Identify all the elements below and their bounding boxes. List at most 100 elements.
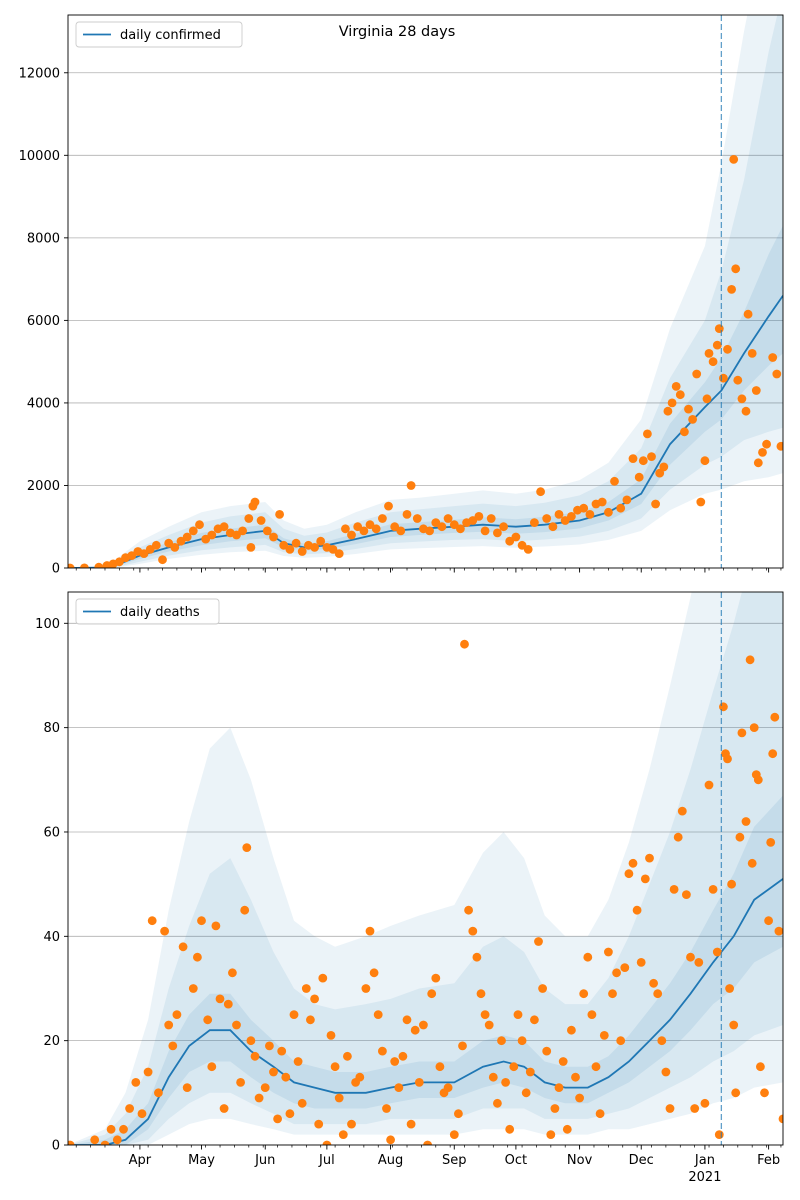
data-point [747, 858, 757, 868]
data-point [684, 404, 693, 414]
data-point [158, 555, 167, 565]
data-point [677, 806, 687, 816]
data-point [232, 1020, 241, 1030]
data-point [207, 1062, 217, 1072]
data-point [768, 353, 778, 362]
data-point [663, 406, 673, 416]
data-point [269, 1067, 278, 1077]
data-point [250, 1051, 260, 1061]
x-tick-label: Nov [567, 1153, 593, 1168]
data-point [770, 712, 780, 722]
data-point [371, 524, 381, 534]
data-point [353, 522, 363, 532]
data-point [712, 947, 722, 957]
data-point [244, 514, 254, 523]
data-point [369, 968, 379, 978]
data-point [262, 526, 272, 536]
x-tick-label: Jul [318, 1153, 335, 1168]
legend: daily deaths [75, 598, 220, 625]
y-tick-label: 6000 [27, 314, 60, 329]
data-point [638, 456, 648, 466]
data-point [378, 1046, 387, 1056]
data-point [238, 526, 248, 536]
data-point [193, 952, 202, 962]
data-point [517, 1036, 527, 1046]
data-point [365, 926, 375, 936]
data-point [595, 1109, 605, 1119]
y-tick-label: 10000 [19, 149, 60, 164]
data-point [435, 1062, 445, 1072]
data-point [94, 562, 104, 568]
data-point [604, 507, 613, 517]
data-point [297, 547, 307, 556]
data-point [285, 545, 295, 554]
data-point [778, 1114, 783, 1124]
data-point [735, 832, 745, 842]
data-point [509, 1062, 519, 1072]
data-point [704, 780, 714, 790]
uncertainty-band-q01-q99 [68, 592, 783, 1145]
data-point [338, 1130, 348, 1139]
data-point [708, 357, 718, 367]
data-point [667, 398, 677, 408]
data-point [743, 309, 753, 319]
data-point [131, 1078, 141, 1087]
data-point [182, 532, 192, 542]
data-point [154, 1088, 163, 1098]
data-point [139, 549, 149, 558]
data-point [219, 522, 229, 532]
data-point [203, 1015, 213, 1025]
plot-area [68, 15, 783, 568]
data-point [729, 1020, 739, 1030]
data-point [359, 526, 369, 536]
data-point [269, 532, 278, 542]
data-point [310, 543, 319, 552]
data-point [170, 543, 180, 552]
deaths-panel: 0 20 40 60 80 100 daily deaths [35, 591, 784, 1154]
series-line [68, 878, 783, 1145]
data-point [608, 989, 617, 999]
data-point [702, 394, 712, 404]
data-point [745, 655, 755, 665]
data-point [260, 1083, 270, 1092]
data-point [737, 394, 747, 404]
data-point [772, 369, 782, 379]
data-point [160, 926, 170, 936]
data-point [554, 510, 564, 519]
data-point [112, 1135, 122, 1145]
data-point [242, 843, 252, 852]
data-point [575, 1093, 584, 1103]
data-point [712, 340, 722, 350]
uncertainty-band-q05-q95 [68, 15, 783, 568]
data-point [622, 495, 632, 505]
data-point [188, 984, 198, 993]
data-point [513, 1010, 523, 1019]
data-point [328, 545, 338, 554]
data-point [719, 702, 728, 712]
x-tick-label: May [188, 1153, 215, 1168]
data-point [499, 522, 508, 532]
data-point [240, 905, 250, 915]
data-point [731, 264, 741, 274]
data-point [454, 1109, 463, 1119]
data-point [291, 538, 301, 548]
data-point [704, 349, 714, 358]
data-point [80, 563, 89, 568]
data-point [523, 545, 533, 554]
data-point [505, 1124, 515, 1134]
data-point [437, 522, 447, 532]
data-point [768, 749, 778, 759]
data-point [341, 524, 350, 534]
data-point [579, 503, 589, 513]
x-tick-label: Jun [254, 1153, 275, 1168]
data-point [207, 530, 217, 540]
data-point [254, 1093, 264, 1103]
data-point [355, 1072, 365, 1082]
data-point [474, 512, 484, 521]
data-point [361, 984, 371, 993]
data-point [301, 984, 311, 993]
data-point [587, 1010, 597, 1019]
data-point [460, 639, 469, 649]
data-point [669, 885, 679, 894]
data-point [550, 1104, 560, 1113]
